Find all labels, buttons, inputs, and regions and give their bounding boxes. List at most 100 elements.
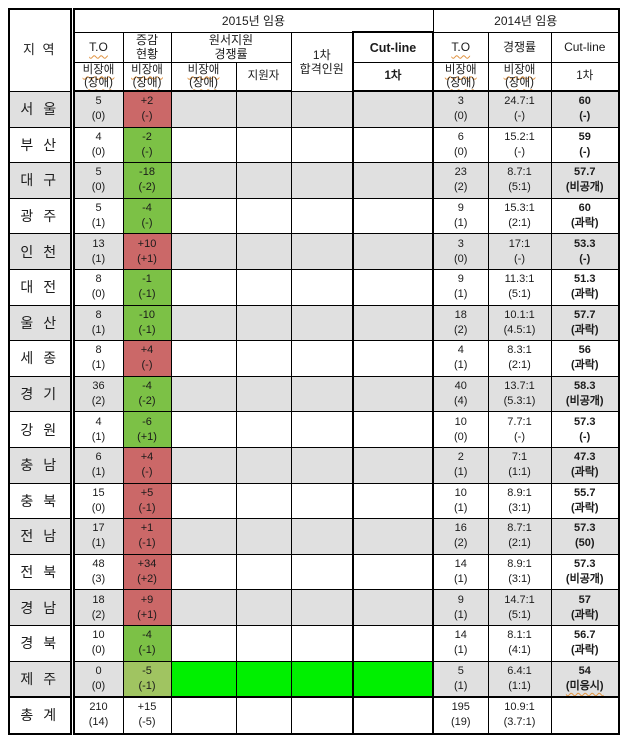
rate-2014-cell-value: (5:1) (508, 608, 531, 621)
region-cell: 충 남 (8, 446, 75, 484)
region-cell-value: 전 남 (20, 528, 60, 545)
rate-2014-cell-value: (1:1) (508, 679, 531, 692)
applicants-cell (235, 518, 292, 555)
rate-2014-cell-value: 15.2:1 (504, 130, 535, 143)
region-cell: 총 계 (8, 696, 75, 735)
to-2014-cell-value: (0) (454, 252, 468, 265)
applicants-cell (235, 268, 292, 306)
pass-count-cell (290, 375, 354, 413)
change-cell-value: -1 (142, 273, 152, 286)
to-2015-cell-value: (1) (91, 323, 106, 336)
rate-2014-cell-value: 13.7:1 (504, 380, 535, 393)
cutline-2015-cell (352, 162, 434, 199)
cutline-2014-cell: 57.3 (50) (550, 518, 620, 555)
to-2015-cell-value: (0) (91, 501, 106, 514)
region-cell-value: 대 전 (20, 279, 60, 296)
applicants-cell (235, 197, 292, 235)
rate-2014-cell-value: (-) (514, 252, 525, 265)
to-2015-cell-value: 5 (95, 166, 102, 179)
change-cell-value: (-1) (138, 679, 156, 692)
applicants-cell (235, 482, 292, 520)
cutline-2014-cell: 56.7 (과락) (550, 624, 620, 662)
cutline-2014-cell-value: (과락) (570, 466, 599, 479)
region-cell: 강 원 (8, 411, 75, 448)
to-2014-cell-value: 18 (454, 308, 467, 321)
change-cell: -2 (-) (122, 126, 172, 164)
cutline-2014-cell: 60 (과락) (550, 197, 620, 235)
rate-2014-cell: 10.1:1 (4.5:1) (487, 304, 552, 342)
pass-count-cell (290, 482, 354, 520)
cutline-2015-cell (352, 624, 434, 662)
change-cell-value: -4 (142, 380, 152, 393)
to-2015-header: T.O (71, 31, 124, 63)
pass-count-cell (290, 304, 354, 342)
cutline-2014-cell-value: (-) (579, 430, 591, 443)
to-2014-cell-value: (1) (454, 466, 468, 479)
rate-2014-cell-value: (3.7:1) (503, 716, 536, 729)
to-2014-cell: 14 (1) (432, 624, 489, 662)
to-2015-cell: 17 (1) (71, 518, 124, 555)
to-2014-cell: 6 (0) (432, 126, 489, 164)
application-rate-header: 원서지원 경쟁률 (170, 31, 292, 63)
to-2015-cell-value: (0) (91, 679, 106, 692)
region-cell: 경 기 (8, 375, 75, 413)
change-cell-value: +10 (137, 237, 157, 250)
header-row-sub: 비장애 (장애) 비장애 (장애) 비장애 (장애) 지원자 1차 비장애 (장애) 비… (9, 62, 620, 92)
cutline-2015-cell (352, 126, 434, 164)
rate-2014-cell-value: (5.3:1) (503, 395, 536, 408)
cutline-2014-cell-value: 51.3 (574, 273, 596, 286)
cutline-2014-cell-value: (비공개) (565, 395, 604, 408)
table-row: 제 주 0 (0) -5 (-1) 5 (1) 6.4:1 (1:1) 54 (미응시) (8, 660, 620, 698)
to-2014-cell-value: 4 (457, 344, 464, 357)
application-rate-cell (170, 518, 237, 555)
cutline-2014-cell: 55.7 (과락) (550, 482, 620, 520)
cutline-2014-cell-value: (과락) (570, 501, 599, 514)
to-2015-cell-value: (0) (91, 181, 106, 194)
to-2015-cell: 8 (1) (71, 304, 124, 342)
applicants-cell (235, 126, 292, 164)
change-cell-value: (-) (141, 466, 153, 479)
region-cell-value: 총 계 (20, 707, 60, 724)
region-cell-value: 서 울 (20, 101, 60, 118)
pass-count-cell (290, 268, 354, 306)
rate-2014-cell-value: (-) (514, 145, 525, 158)
pass-count-cell (290, 90, 354, 128)
rate-2014-cell-value: 8.9:1 (507, 558, 532, 571)
rate-2014-cell-value: 8.9:1 (507, 486, 532, 499)
application-rate-cell (170, 304, 237, 342)
region-cell-value: 경 남 (20, 599, 60, 616)
pass-count-cell (290, 233, 354, 270)
cutline-2014-header: Cut-line (550, 31, 620, 63)
applicants-cell (235, 375, 292, 413)
rate-2014-cell-value: 8.3:1 (507, 344, 532, 357)
pass-count-cell (290, 340, 354, 377)
application-rate-cell (170, 411, 237, 448)
to-2014-cell: 10 (1) (432, 482, 489, 520)
to-2014-cell-value: 23 (454, 166, 467, 179)
to-2015-cell-value: 5 (95, 202, 102, 215)
rate-2014-cell-value: 14.7:1 (504, 593, 535, 606)
to-2014-cell-value: 16 (454, 522, 467, 535)
cutline-2014-cell: 53.3 (-) (550, 233, 620, 270)
to-2015-cell-value: (0) (91, 145, 106, 158)
table-row: 충 북 15 (0) +5 (-1) 10 (1) 8.9:1 (3:1) 55.7 (과락) (8, 482, 620, 520)
change-cell-value: (-1) (138, 288, 156, 301)
cutline-2015-cell (352, 589, 434, 626)
to-2015-cell-value: (2) (91, 608, 106, 621)
to-2015-cell: 10 (0) (71, 624, 124, 662)
to-2015-cell-value: 17 (92, 522, 105, 535)
cutline-2015-cell (352, 482, 434, 520)
cutline-2015-cell (352, 90, 434, 128)
application-rate-cell (170, 660, 237, 698)
rate-2014-cell: 13.7:1 (5.3:1) (487, 375, 552, 413)
rate-2014-cell-value: (2:1) (508, 359, 531, 372)
applicants-cell (235, 411, 292, 448)
table-row: 강 원 4 (1) -6 (+1) 10 (0) 7.7:1 (-) 57.3 (-) (8, 411, 620, 448)
to-2015-cell: 13 (1) (71, 233, 124, 270)
change-cell-value: -10 (139, 308, 155, 321)
rate-2014-cell-value: 8.1:1 (507, 629, 532, 642)
change-cell-value: (-5) (138, 716, 156, 729)
rate-2014-cell: 8.9:1 (3:1) (487, 482, 552, 520)
rate-2014-cell-value: 10.1:1 (504, 308, 535, 321)
to-2015-cell-value: 210 (89, 701, 108, 714)
